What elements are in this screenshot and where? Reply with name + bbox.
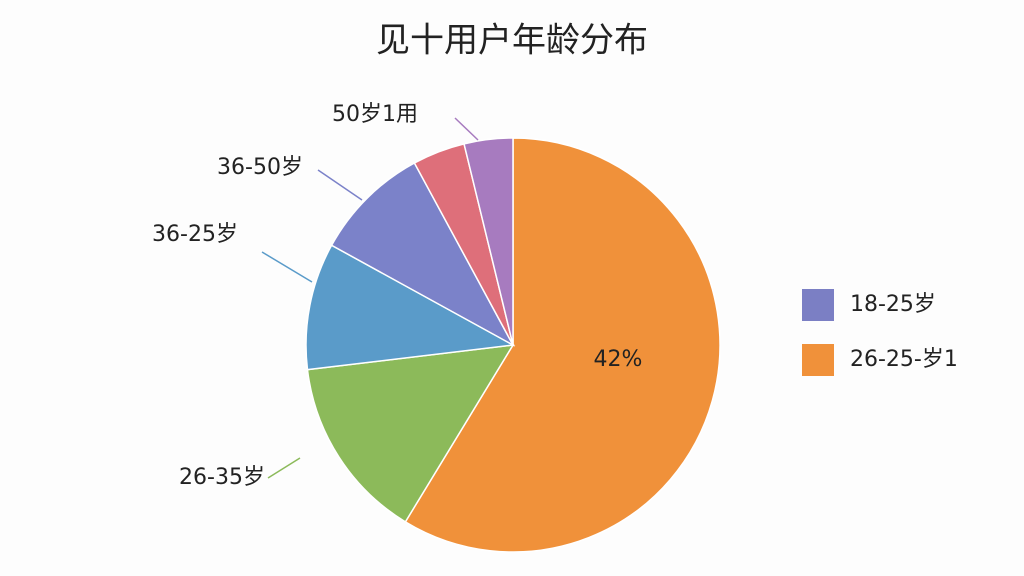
pie bbox=[305, 137, 721, 553]
slice-annotation: 42% bbox=[594, 347, 643, 372]
pie-slice bbox=[305, 244, 516, 371]
legend-label: 18-25岁 bbox=[850, 292, 936, 317]
legend-label: 26-25-岁1 bbox=[850, 347, 958, 372]
legend-swatch bbox=[802, 289, 834, 321]
leader-line bbox=[261, 251, 313, 283]
slice-label: 36-25岁 bbox=[152, 222, 238, 247]
pie-slice bbox=[306, 344, 515, 523]
pie-slice bbox=[404, 137, 721, 553]
slice-label: 50岁1用 bbox=[332, 102, 418, 127]
pie-slice bbox=[330, 161, 515, 347]
leader-line bbox=[267, 457, 301, 479]
chart-title: 见十用户年龄分布 bbox=[376, 21, 648, 61]
legend-swatch bbox=[802, 344, 834, 376]
leader-line bbox=[317, 169, 363, 201]
slice-label: 26-35岁 bbox=[179, 465, 265, 490]
slice-label: 36-50岁 bbox=[217, 155, 303, 180]
pie-slice bbox=[463, 137, 514, 346]
leader-line bbox=[454, 117, 479, 141]
